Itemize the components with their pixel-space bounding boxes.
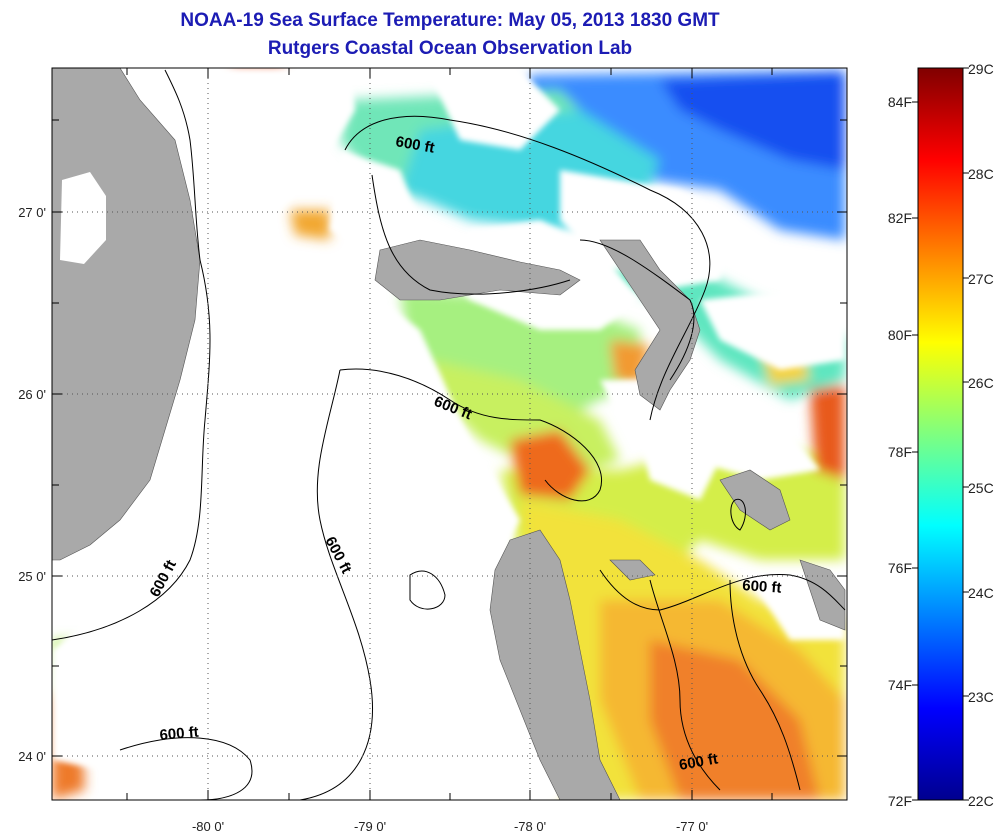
colorbar-f-label: 74F [888,677,912,693]
isobath-label: 600 ft [159,724,200,744]
colorbar-c-label: 28C [968,166,994,182]
colorbar-f-label: 72F [888,793,912,809]
map-title: NOAA-19 Sea Surface Temperature: May 05,… [180,10,720,31]
lat-label: 27 0' [18,205,46,220]
colorbar [917,67,964,801]
land-areas [52,68,846,800]
isobath-label: 600 ft [678,750,720,774]
colorbar-ticks [912,67,969,801]
lon-label: -77 0' [676,819,708,834]
colorbar-c-label: 24C [968,585,994,601]
graticule [52,68,847,800]
lon-label: -78 0' [514,819,546,834]
axis-ticks [52,68,847,800]
isobath-label: 600 ft [394,133,436,157]
colorbar-c-label: 29C [968,61,994,77]
colorbar-c-label: 23C [968,689,994,705]
colorbar-f-label: 84F [888,94,912,110]
colorbar-c-label: 27C [968,271,994,287]
lon-label: -80 0' [192,819,224,834]
map-subtitle: Rutgers Coastal Ocean Observation Lab [267,38,633,59]
lat-label: 26 0' [18,387,46,402]
colorbar-f-label: 78F [888,444,912,460]
colorbar-f-label: 76F [888,560,912,576]
colorbar-f-label: 82F [888,210,912,226]
colorbar-c-label: 26C [968,375,994,391]
lon-label: -79 0' [354,819,386,834]
isobath-label: 600 ft [742,577,782,597]
isobath-contours [52,69,846,800]
lat-label: 25 0' [18,569,46,584]
colorbar-f-label: 80F [888,327,912,343]
colorbar-c-label: 22C [968,793,994,809]
colorbar-c-label: 25C [968,480,994,496]
sst-field: 600 ft 600 ft 600 ft 600 ft 600 ft 600 f… [52,68,846,800]
lat-label: 24 0' [18,749,46,764]
